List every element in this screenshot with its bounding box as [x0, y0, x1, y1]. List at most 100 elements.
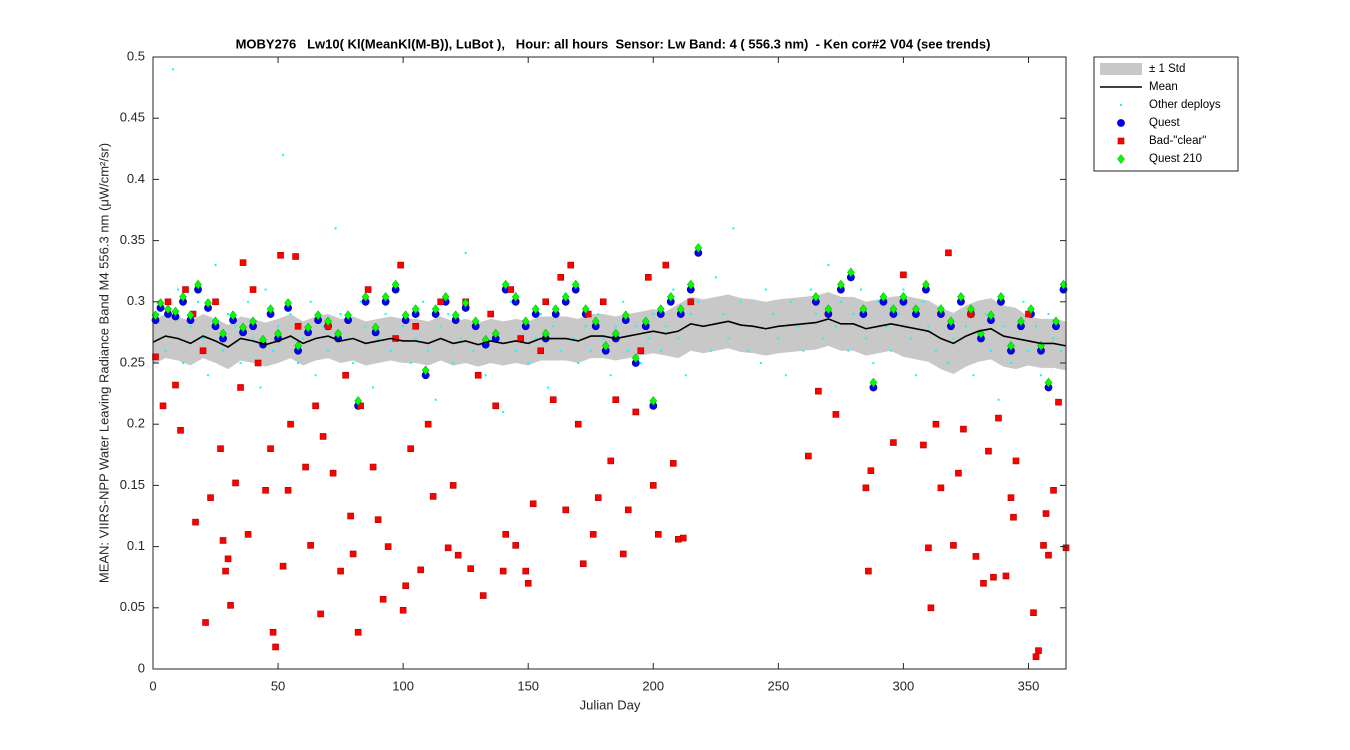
data-point — [634, 325, 637, 328]
data-point — [239, 362, 242, 364]
data-point — [304, 322, 312, 333]
data-point — [211, 316, 220, 327]
data-point — [1027, 349, 1030, 352]
data-point — [639, 362, 642, 364]
data-point — [1040, 542, 1047, 549]
data-point — [884, 325, 887, 328]
data-point — [990, 573, 997, 581]
data-point — [687, 298, 695, 306]
y-tick-label: 0.25 — [120, 354, 145, 369]
data-point — [329, 469, 337, 477]
data-point — [192, 518, 199, 526]
data-point — [337, 567, 344, 575]
data-point — [889, 304, 898, 315]
data-point — [289, 313, 292, 316]
chart-title: MOBY276 Lw10( Kl(MeanKl(M-B)), LuBot ), … — [236, 36, 991, 51]
data-point — [517, 335, 525, 342]
data-point — [1032, 653, 1040, 661]
data-point — [557, 274, 565, 281]
data-point — [672, 288, 675, 291]
data-point — [177, 288, 180, 291]
data-point — [709, 349, 712, 352]
data-point — [607, 457, 615, 465]
data-point — [334, 328, 342, 339]
data-point — [186, 310, 195, 321]
data-point — [927, 325, 930, 328]
data-point — [654, 531, 662, 538]
data-point — [522, 567, 530, 575]
data-point — [237, 384, 244, 391]
data-point — [759, 362, 762, 364]
data-point — [354, 628, 362, 636]
data-point — [937, 304, 945, 315]
data-point — [656, 304, 665, 315]
y-tick-label: 0.5 — [127, 48, 145, 63]
x-tick-label: 350 — [1018, 678, 1040, 693]
data-point — [172, 68, 175, 71]
data-point — [234, 325, 237, 328]
data-point — [182, 362, 185, 364]
data-point — [272, 643, 279, 651]
data-point — [412, 322, 419, 330]
data-point — [452, 362, 455, 364]
data-point — [429, 493, 437, 500]
data-point — [644, 274, 652, 281]
data-point — [1009, 362, 1012, 364]
data-point — [229, 310, 237, 321]
data-point — [677, 337, 680, 340]
x-tick-label: 0 — [149, 678, 156, 693]
data-point — [867, 467, 875, 475]
data-point — [512, 542, 519, 549]
data-point — [1007, 494, 1015, 501]
data-point — [159, 402, 167, 410]
data-point — [252, 337, 255, 340]
data-point — [459, 337, 462, 340]
plot-marks — [151, 68, 1070, 661]
data-point — [464, 251, 467, 254]
data-point — [772, 313, 775, 316]
data-point — [534, 337, 537, 340]
data-point — [217, 445, 224, 452]
data-point — [339, 313, 342, 316]
data-point — [417, 566, 424, 574]
data-point — [877, 300, 880, 303]
data-point — [897, 313, 900, 316]
legend-label: Mean — [1149, 81, 1178, 93]
data-point — [589, 531, 597, 538]
legend-swatch — [1117, 154, 1125, 164]
data-point — [824, 304, 833, 315]
data-point — [384, 543, 392, 550]
data-point — [487, 310, 494, 318]
legend-label: ± 1 Std — [1149, 63, 1185, 75]
data-point — [1022, 300, 1025, 303]
data-point — [547, 386, 550, 389]
data-point — [282, 153, 285, 156]
data-point — [989, 349, 992, 352]
data-point — [266, 304, 275, 315]
data-point — [279, 562, 287, 570]
data-point — [492, 402, 499, 410]
data-point — [529, 500, 537, 508]
data-point — [552, 325, 555, 328]
data-point — [292, 253, 299, 260]
data-point — [222, 567, 229, 575]
data-point — [342, 371, 349, 379]
data-point — [964, 325, 967, 328]
legend-swatch — [1120, 104, 1122, 106]
data-point — [622, 300, 625, 303]
data-point — [1027, 304, 1035, 315]
data-point — [697, 300, 700, 303]
data-point — [284, 298, 292, 308]
data-point — [666, 291, 675, 302]
data-point — [732, 227, 735, 230]
data-point — [207, 494, 214, 501]
data-point — [872, 362, 875, 364]
legend-label: Other deploys — [1149, 99, 1221, 111]
data-point — [984, 313, 987, 316]
data-point — [397, 261, 404, 269]
data-point — [427, 349, 430, 352]
data-point — [232, 479, 239, 487]
data-point — [422, 300, 425, 303]
x-tick-label: 250 — [767, 678, 789, 693]
